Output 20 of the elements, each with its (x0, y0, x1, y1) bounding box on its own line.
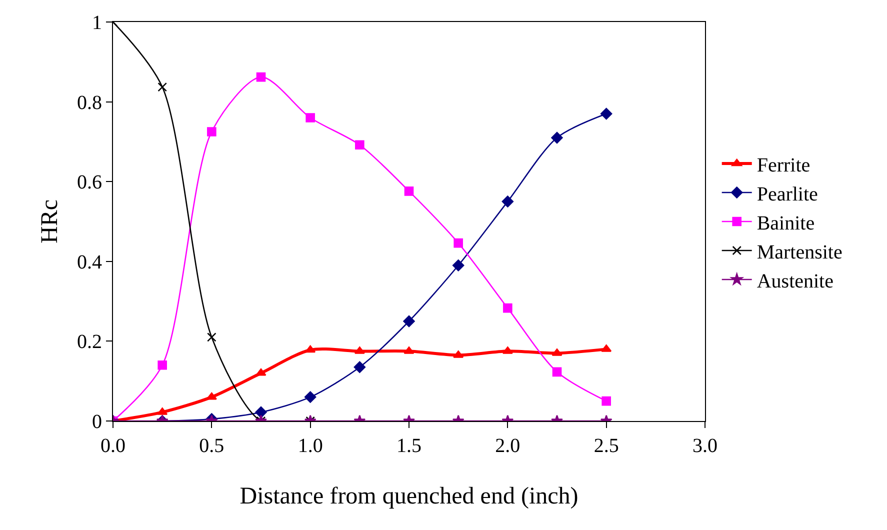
y-tick-label: 1 (92, 12, 102, 34)
legend-label: Austenite (756, 270, 834, 292)
legend-label: Martensite (756, 241, 842, 264)
y-tick-label: 0.6 (77, 172, 102, 194)
y-tick-label: 0.2 (77, 331, 102, 354)
legend-label: Ferrite (756, 154, 810, 176)
y-tick-label: 0 (92, 411, 102, 433)
x-tick-label: 0.5 (199, 435, 224, 457)
x-axis-title: Distance from quenched end (inch) (240, 483, 578, 510)
legend-label: Pearlite (756, 183, 818, 206)
x-tick-label: 3.0 (692, 435, 718, 457)
x-tick-label: 1.5 (396, 435, 422, 457)
x-tick-label: 1.0 (298, 435, 323, 457)
x-tick-label: 0.0 (100, 435, 126, 457)
x-tick-label: 2.5 (594, 435, 619, 457)
y-tick-label: 0.8 (77, 92, 102, 114)
y-axis-title: HRc (37, 200, 64, 244)
y-tick-label: 0.4 (77, 251, 102, 274)
x-tick-label: 2.0 (495, 435, 520, 457)
legend-label: Bainite (756, 212, 815, 234)
